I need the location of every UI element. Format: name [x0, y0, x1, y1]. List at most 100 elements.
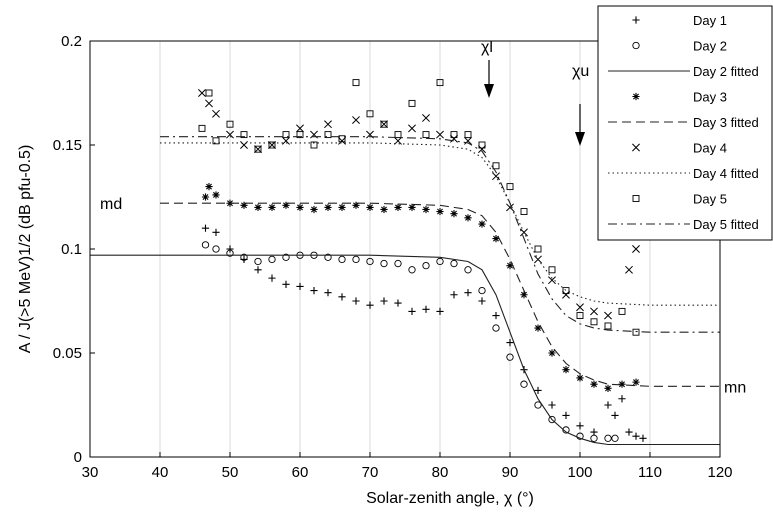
data-point	[618, 380, 626, 388]
data-point	[366, 110, 374, 118]
data-point	[548, 401, 556, 409]
data-point	[380, 120, 388, 128]
data-point	[590, 318, 598, 326]
series-layer	[90, 79, 720, 446]
data-point	[422, 205, 430, 214]
data-point	[534, 386, 542, 395]
data-point	[618, 307, 626, 315]
data-point	[639, 434, 647, 442]
data-point	[338, 136, 346, 145]
data-point	[338, 203, 346, 211]
data-point	[254, 266, 262, 274]
md-label: md	[100, 196, 122, 213]
data-point	[296, 203, 304, 211]
data-point	[548, 415, 556, 424]
legend-marker	[632, 195, 640, 202]
data-point	[268, 203, 276, 211]
data-point	[205, 183, 213, 191]
data-point	[268, 274, 276, 282]
data-point	[632, 432, 640, 440]
data-point	[198, 124, 206, 132]
data-point	[226, 249, 234, 257]
data-point	[478, 297, 486, 305]
data-point	[394, 131, 402, 139]
x-tick-label: 70	[362, 464, 379, 481]
data-point	[408, 307, 416, 315]
legend-marker	[632, 41, 640, 50]
data-point	[632, 245, 640, 253]
data-point	[226, 245, 234, 253]
data-point	[562, 366, 570, 374]
series-day-3-fitted	[160, 202, 720, 387]
legend-label: Day 2	[693, 39, 727, 54]
data-point	[394, 299, 402, 307]
data-point	[408, 266, 416, 274]
data-point	[604, 384, 612, 392]
data-point	[268, 141, 276, 149]
data-point	[464, 136, 472, 145]
data-point	[506, 183, 514, 191]
data-point	[338, 135, 346, 143]
data-point	[478, 145, 486, 154]
data-point	[254, 257, 262, 266]
data-point	[324, 120, 332, 129]
data-point	[282, 201, 290, 209]
data-point	[436, 207, 444, 216]
x-tick-label: 90	[502, 464, 519, 481]
data-point	[352, 297, 360, 305]
data-point	[240, 131, 248, 139]
data-point	[282, 131, 290, 139]
data-point	[282, 136, 290, 145]
data-point	[352, 255, 360, 264]
data-point	[212, 228, 220, 236]
x-tick-label: 80	[432, 464, 449, 481]
data-point	[436, 257, 444, 266]
legend-label: Day 3	[693, 90, 727, 105]
data-point	[492, 324, 500, 332]
data-point	[590, 307, 598, 316]
data-point	[212, 109, 220, 118]
data-point	[254, 145, 262, 153]
data-point	[618, 395, 626, 403]
data-point	[632, 328, 640, 336]
x-tick-label: 30	[82, 464, 99, 481]
x-tick-label: 60	[292, 464, 309, 481]
data-point	[604, 322, 612, 330]
series-day-2	[201, 241, 619, 442]
data-point	[212, 245, 220, 253]
data-point	[240, 201, 248, 209]
legend-label: Day 2 fitted	[693, 64, 759, 79]
series-day-1	[201, 224, 647, 442]
data-point	[324, 253, 332, 261]
legend-box	[597, 5, 773, 241]
legend: Day 1 Day 2 Day 2 fitted Day 3 Day 3 fitted D…	[597, 5, 773, 241]
data-point	[562, 426, 570, 434]
data-point	[408, 124, 416, 133]
data-point	[352, 116, 360, 124]
data-point	[310, 287, 318, 295]
data-point	[478, 286, 486, 295]
data-point	[548, 349, 556, 357]
chi-l-label: χl	[481, 39, 493, 56]
data-point	[352, 79, 360, 87]
series-day-2-fitted	[90, 254, 720, 446]
data-point	[590, 428, 598, 436]
data-point	[576, 374, 584, 382]
data-point	[268, 141, 276, 149]
data-point	[534, 401, 542, 409]
annotations: χl χu md mn	[100, 39, 746, 396]
data-point	[338, 255, 346, 264]
data-point	[464, 266, 472, 274]
data-point	[520, 380, 528, 388]
data-point	[366, 257, 374, 266]
data-point	[604, 311, 612, 320]
data-point	[611, 434, 619, 442]
data-point	[408, 203, 416, 211]
y-tick-label: 0	[74, 449, 82, 466]
data-point	[310, 205, 318, 214]
data-point	[226, 120, 234, 128]
x-tick-label: 120	[707, 464, 732, 481]
data-point	[422, 261, 430, 270]
data-point	[436, 307, 444, 315]
